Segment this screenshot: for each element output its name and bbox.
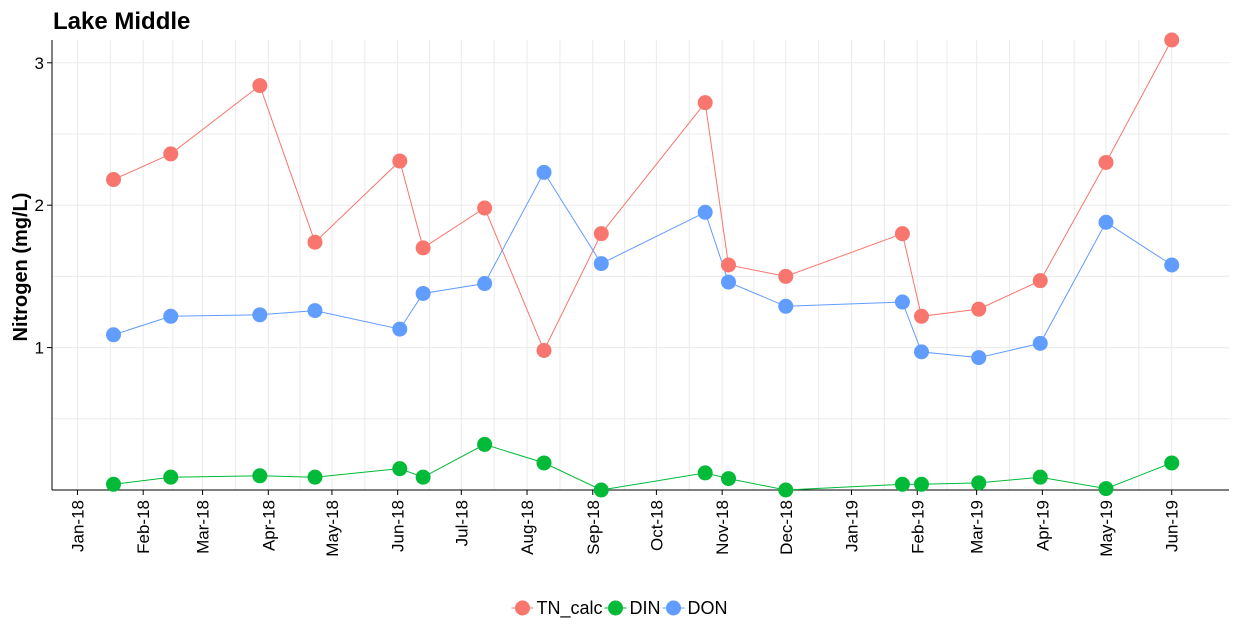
data-point-din	[477, 436, 493, 452]
data-point-tn_calc	[163, 146, 179, 162]
data-point-don	[1164, 257, 1180, 273]
x-tick-label: Jan-19	[843, 500, 862, 552]
x-tick-label: May-18	[323, 500, 342, 557]
data-point-din	[415, 469, 431, 485]
data-point-tn_calc	[252, 78, 268, 94]
x-tick-label: Dec-18	[777, 500, 796, 555]
grid	[52, 40, 1229, 490]
series-line-don	[113, 171, 1172, 359]
x-tick-label: Feb-18	[134, 500, 153, 554]
x-tick-label: Jul-18	[452, 500, 471, 546]
plot-area	[106, 32, 1180, 498]
data-point-tn_calc	[721, 257, 737, 273]
data-point-din	[593, 482, 609, 498]
data-point-din	[536, 455, 552, 471]
data-point-din	[392, 461, 408, 477]
data-point-tn_calc	[106, 172, 122, 188]
legend-key-tn_calc	[514, 600, 530, 616]
data-point-din	[721, 471, 737, 487]
data-point-don	[1032, 335, 1048, 351]
y-tick-label: 1	[35, 339, 44, 358]
legend-label: DON	[688, 598, 728, 618]
data-point-din	[1032, 469, 1048, 485]
data-point-din	[778, 482, 794, 498]
x-tick-label: Mar-18	[194, 500, 213, 554]
legend-key-don	[666, 600, 682, 616]
legend-label: DIN	[630, 598, 661, 618]
data-point-tn_calc	[971, 301, 987, 317]
data-point-don	[913, 344, 929, 360]
legend-label: TN_calc	[536, 598, 602, 619]
series-line-din	[113, 443, 1172, 491]
data-point-tn_calc	[415, 240, 431, 256]
y-axis-label: Nitrogen (mg/L)	[10, 193, 32, 342]
series-line-tn_calc	[113, 39, 1173, 352]
data-point-don	[415, 285, 431, 301]
data-point-don	[477, 276, 493, 292]
data-point-din	[1098, 481, 1114, 497]
y-tick-label: 2	[35, 196, 44, 215]
data-point-tn_calc	[477, 200, 493, 216]
x-tick-label: Apr-19	[1033, 500, 1052, 551]
data-point-don	[778, 298, 794, 314]
data-point-tn_calc	[307, 234, 323, 250]
data-point-din	[697, 465, 713, 481]
x-tick-label: Aug-18	[518, 500, 537, 555]
x-tick-label: May-19	[1097, 500, 1116, 557]
legend: TN_calc DIN DON	[511, 598, 728, 619]
x-tick-label: Jan-18	[68, 500, 87, 552]
data-point-don	[307, 303, 323, 319]
data-point-din	[1164, 455, 1180, 471]
x-tick-label: Sep-18	[584, 500, 603, 555]
data-point-tn_calc	[1164, 32, 1180, 48]
data-point-din	[307, 469, 323, 485]
data-point-don	[536, 164, 552, 180]
data-point-din	[971, 475, 987, 491]
data-point-din	[106, 476, 122, 492]
data-point-don	[163, 308, 179, 324]
data-point-tn_calc	[894, 226, 910, 242]
data-point-tn_calc	[913, 308, 929, 324]
data-point-don	[252, 307, 268, 323]
data-point-don	[721, 274, 737, 290]
x-tick-label: Feb-19	[908, 500, 927, 554]
y-tick-label: 3	[35, 54, 44, 73]
data-point-don	[593, 256, 609, 272]
data-point-don	[971, 350, 987, 366]
data-point-tn_calc	[1032, 273, 1048, 289]
data-point-din	[913, 476, 929, 492]
data-point-tn_calc	[697, 95, 713, 111]
x-tick-label: Mar-19	[968, 500, 987, 554]
axes: 1 2 3 Jan-18 Feb-18 Mar-18 Apr-18 May-18 Jun-18 J…	[35, 40, 1229, 557]
data-point-din	[894, 476, 910, 492]
x-tick-label: Jun-18	[389, 500, 408, 552]
data-point-don	[392, 321, 408, 337]
x-tick-label: Oct-18	[647, 500, 666, 551]
data-point-tn_calc	[593, 226, 609, 242]
data-point-din	[252, 468, 268, 484]
data-point-tn_calc	[1098, 154, 1114, 170]
data-point-tn_calc	[392, 153, 408, 169]
x-tick-label: Nov-18	[713, 500, 732, 555]
data-point-don	[106, 327, 122, 343]
data-point-tn_calc	[778, 268, 794, 284]
data-point-din	[163, 469, 179, 485]
data-point-don	[894, 294, 910, 310]
data-point-tn_calc	[536, 342, 552, 358]
data-point-don	[1098, 214, 1114, 230]
data-point-don	[697, 204, 713, 220]
x-tick-label: Jun-19	[1163, 500, 1182, 552]
x-tick-label: Apr-18	[259, 500, 278, 551]
chart-title: Lake Middle	[53, 8, 190, 35]
legend-key-din	[608, 600, 624, 616]
